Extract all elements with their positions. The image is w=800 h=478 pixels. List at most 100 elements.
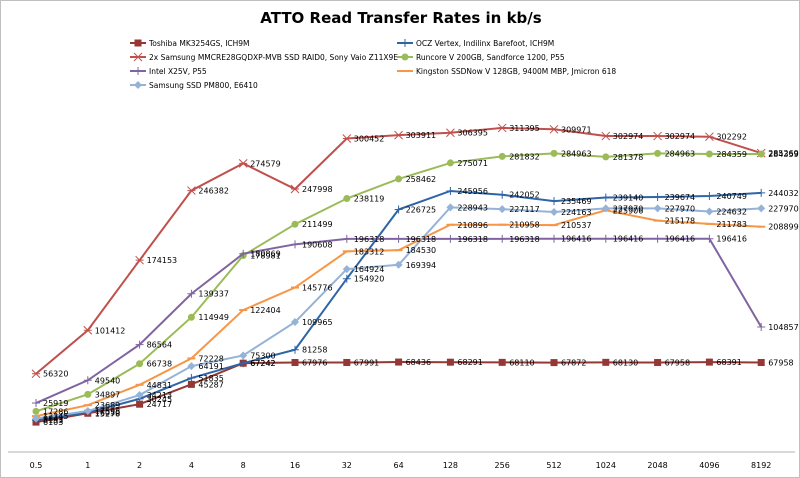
legend: Toshiba MK3254GS, ICH9M OCZ Vertex, Indil… (130, 39, 616, 90)
legend-item: Kingston SSDNow V 128GB, 9400M MBP, Jmic… (397, 67, 616, 76)
data-point (601, 204, 610, 213)
data-label: 285269 (768, 149, 799, 158)
data-label: 109965 (302, 318, 333, 327)
data-point (394, 234, 403, 243)
data-label: 51835 (198, 374, 223, 383)
data-label: 17598 (95, 407, 120, 416)
data-point (498, 152, 506, 160)
data-point (705, 132, 714, 142)
data-label: 67991 (354, 358, 379, 367)
x-tick-label: 64 (394, 461, 404, 470)
data-point (239, 249, 248, 258)
data-point (653, 234, 662, 243)
data-label: 227970 (768, 204, 799, 213)
data-point (653, 193, 662, 202)
series (32, 234, 766, 408)
data-label: 302974 (613, 132, 644, 141)
series-line (35, 189, 762, 422)
data-label: 274579 (250, 159, 281, 168)
data-point (291, 345, 299, 354)
data-label: 210537 (561, 221, 592, 230)
data-label: 302974 (665, 132, 696, 141)
data-point (446, 186, 455, 195)
data-label: 49540 (95, 376, 120, 385)
data-point (134, 39, 142, 47)
data-label: 246382 (198, 187, 229, 196)
data-point (705, 150, 713, 158)
data-labels: 6103 15278 24717 45287 67242 67976 67991 68436 6… (43, 124, 799, 427)
data-point (602, 153, 610, 161)
data-label: 34213 (147, 391, 172, 400)
data-point (601, 193, 610, 202)
data-label: 56320 (43, 370, 68, 379)
data-label: 211499 (302, 220, 333, 229)
data-label: 9843 (43, 415, 63, 424)
data-point (291, 240, 299, 249)
data-label: 114949 (198, 313, 229, 322)
data-label: 224632 (716, 208, 747, 217)
data-label: 196318 (457, 235, 488, 244)
x-tick-label: 128 (443, 461, 458, 470)
data-point (343, 358, 351, 366)
data-label: 247998 (302, 185, 333, 194)
data-point (705, 192, 714, 201)
series (32, 358, 765, 426)
data-point (135, 255, 144, 265)
data-label: 67958 (665, 359, 690, 368)
data-label: 284963 (665, 149, 696, 158)
data-point (446, 203, 455, 212)
data-point (84, 390, 92, 398)
data-label: 258462 (406, 175, 437, 184)
legend-item: OCZ Vertex, Indilinx Barefoot, ICH9M (397, 39, 554, 48)
data-point (394, 260, 403, 269)
data-point (498, 190, 507, 199)
x-tick-label: 4 (189, 461, 194, 470)
data-label: 17286 (43, 407, 68, 416)
series (31, 123, 766, 379)
data-point (601, 131, 611, 141)
chart-title: ATTO Read Transfer Rates in kb/s (260, 9, 542, 27)
data-label: 281378 (613, 153, 644, 162)
data-label: 68391 (716, 358, 741, 367)
data-point (497, 123, 507, 133)
x-tick-label: 1 (85, 461, 90, 470)
series-layer (31, 123, 766, 426)
data-label: 169394 (406, 261, 437, 270)
series (32, 186, 766, 425)
data-label: 235469 (561, 197, 592, 206)
data-label: 196416 (561, 235, 592, 244)
data-label: 281832 (509, 152, 540, 161)
data-label: 67242 (250, 359, 275, 368)
series (32, 203, 766, 423)
data-label: 309971 (561, 125, 592, 134)
data-label: 72228 (198, 354, 223, 363)
data-point (654, 359, 662, 367)
data-point (291, 220, 299, 228)
data-label: 211783 (716, 220, 747, 229)
data-label: 67242 (250, 359, 275, 368)
data-label: 15278 (95, 409, 120, 418)
data-label: 75300 (250, 351, 275, 360)
data-point (446, 234, 455, 243)
data-point (601, 234, 610, 243)
data-point (401, 53, 409, 61)
data-label: 238119 (354, 195, 385, 204)
data-label: 66738 (147, 360, 172, 369)
data-point (187, 186, 196, 195)
legend-label: Samsung SSD PM800, E6410 (149, 81, 258, 90)
x-tick-label: 1024 (596, 461, 616, 470)
data-label: 208899 (768, 223, 799, 232)
data-point (549, 124, 559, 134)
data-point (134, 67, 142, 75)
data-point (187, 289, 196, 298)
data-label: 196416 (613, 235, 644, 244)
data-label: 67872 (561, 359, 586, 368)
data-point (342, 265, 351, 274)
legend-label: Kingston SSDNow V 128GB, 9400M MBP, Jmic… (416, 67, 616, 76)
data-label: 24717 (147, 400, 172, 409)
x-tick-label: 0.5 (30, 461, 43, 470)
data-point (133, 52, 143, 62)
data-point (343, 195, 351, 203)
data-point (187, 313, 195, 321)
